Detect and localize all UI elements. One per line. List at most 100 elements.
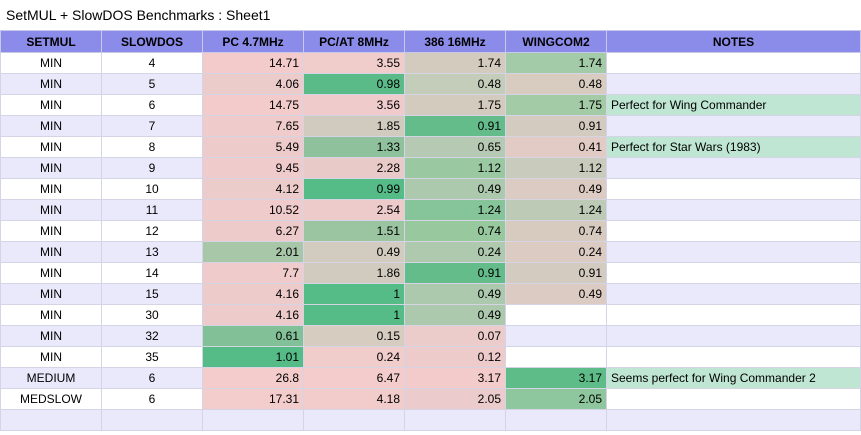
cell-pc-4-7mhz[interactable]: 6.27 bbox=[202, 220, 304, 242]
cell-pc-at-8mhz[interactable]: 1.85 bbox=[303, 115, 405, 137]
cell-386-16mhz[interactable]: 0.07 bbox=[404, 325, 506, 347]
cell-slowdos[interactable]: 4 bbox=[101, 52, 203, 74]
cell-setmul[interactable]: MIN bbox=[0, 94, 102, 116]
cell-pc-4-7mhz[interactable]: 1.01 bbox=[202, 346, 304, 368]
cell-notes[interactable]: Seems perfect for Wing Commander 2 bbox=[606, 367, 861, 389]
cell-pc-at-8mhz[interactable]: 2.54 bbox=[303, 199, 405, 221]
cell-wingcom2[interactable]: 0.48 bbox=[505, 73, 607, 95]
cell-pc-at-8mhz[interactable]: 1.33 bbox=[303, 136, 405, 158]
column-header-notes[interactable]: NOTES bbox=[606, 30, 861, 53]
cell-pc-at-8mhz[interactable]: 1 bbox=[303, 304, 405, 326]
cell-wingcom2[interactable]: 0.41 bbox=[505, 136, 607, 158]
cell-setmul[interactable]: MEDIUM bbox=[0, 367, 102, 389]
cell-pc-4-7mhz[interactable]: 4.16 bbox=[202, 304, 304, 326]
column-header-pc-at-8mhz[interactable]: PC/AT 8MHz bbox=[303, 30, 405, 53]
cell-setmul[interactable]: MIN bbox=[0, 220, 102, 242]
cell-setmul[interactable]: MIN bbox=[0, 304, 102, 326]
cell-wingcom2[interactable]: 0.49 bbox=[505, 283, 607, 305]
cell-pc-4-7mhz[interactable]: 4.16 bbox=[202, 283, 304, 305]
cell-pc-at-8mhz[interactable]: 0.49 bbox=[303, 241, 405, 263]
cell-386-16mhz[interactable]: 1.75 bbox=[404, 94, 506, 116]
cell-386-16mhz[interactable]: 0.91 bbox=[404, 115, 506, 137]
cell-notes[interactable]: Perfect for Star Wars (1983) bbox=[606, 136, 861, 158]
cell-pc-at-8mhz[interactable]: 3.56 bbox=[303, 94, 405, 116]
cell-notes[interactable] bbox=[606, 262, 861, 284]
cell-pc-at-8mhz[interactable]: 0.24 bbox=[303, 346, 405, 368]
cell-pc-4-7mhz[interactable]: 7.65 bbox=[202, 115, 304, 137]
cell-setmul[interactable]: MIN bbox=[0, 178, 102, 200]
cell-notes[interactable] bbox=[606, 283, 861, 305]
cell-setmul[interactable]: MIN bbox=[0, 115, 102, 137]
cell-386-16mhz[interactable] bbox=[404, 409, 506, 431]
cell-pc-4-7mhz[interactable]: 17.31 bbox=[202, 388, 304, 410]
cell-slowdos[interactable]: 11 bbox=[101, 199, 203, 221]
cell-386-16mhz[interactable]: 1.74 bbox=[404, 52, 506, 74]
cell-slowdos[interactable]: 30 bbox=[101, 304, 203, 326]
cell-setmul[interactable]: MIN bbox=[0, 325, 102, 347]
cell-setmul[interactable]: MIN bbox=[0, 241, 102, 263]
cell-wingcom2[interactable]: 0.49 bbox=[505, 178, 607, 200]
cell-pc-4-7mhz[interactable]: 14.75 bbox=[202, 94, 304, 116]
cell-slowdos[interactable]: 7 bbox=[101, 115, 203, 137]
cell-pc-4-7mhz[interactable]: 4.06 bbox=[202, 73, 304, 95]
cell-pc-4-7mhz[interactable]: 9.45 bbox=[202, 157, 304, 179]
cell-setmul[interactable]: MIN bbox=[0, 136, 102, 158]
cell-notes[interactable] bbox=[606, 178, 861, 200]
cell-wingcom2[interactable]: 3.17 bbox=[505, 367, 607, 389]
cell-notes[interactable] bbox=[606, 409, 861, 431]
column-header-setmul[interactable]: SETMUL bbox=[0, 30, 102, 53]
cell-notes[interactable] bbox=[606, 220, 861, 242]
cell-notes[interactable] bbox=[606, 52, 861, 74]
cell-slowdos[interactable]: 32 bbox=[101, 325, 203, 347]
cell-wingcom2[interactable] bbox=[505, 409, 607, 431]
cell-pc-4-7mhz[interactable] bbox=[202, 409, 304, 431]
cell-386-16mhz[interactable]: 0.12 bbox=[404, 346, 506, 368]
cell-notes[interactable] bbox=[606, 73, 861, 95]
cell-setmul[interactable]: MIN bbox=[0, 346, 102, 368]
cell-pc-4-7mhz[interactable]: 10.52 bbox=[202, 199, 304, 221]
cell-slowdos[interactable]: 15 bbox=[101, 283, 203, 305]
cell-slowdos[interactable]: 6 bbox=[101, 388, 203, 410]
cell-wingcom2[interactable]: 2.05 bbox=[505, 388, 607, 410]
cell-notes[interactable] bbox=[606, 304, 861, 326]
cell-pc-4-7mhz[interactable]: 0.61 bbox=[202, 325, 304, 347]
cell-pc-at-8mhz[interactable]: 0.15 bbox=[303, 325, 405, 347]
cell-slowdos[interactable]: 14 bbox=[101, 262, 203, 284]
cell-notes[interactable]: Perfect for Wing Commander bbox=[606, 94, 861, 116]
cell-setmul[interactable]: MIN bbox=[0, 283, 102, 305]
cell-setmul[interactable]: MIN bbox=[0, 262, 102, 284]
cell-wingcom2[interactable] bbox=[505, 304, 607, 326]
cell-pc-4-7mhz[interactable]: 26.8 bbox=[202, 367, 304, 389]
cell-pc-4-7mhz[interactable]: 14.71 bbox=[202, 52, 304, 74]
cell-pc-at-8mhz[interactable] bbox=[303, 409, 405, 431]
cell-slowdos[interactable]: 9 bbox=[101, 157, 203, 179]
cell-wingcom2[interactable] bbox=[505, 346, 607, 368]
cell-setmul[interactable]: MEDSLOW bbox=[0, 388, 102, 410]
cell-pc-at-8mhz[interactable]: 1.86 bbox=[303, 262, 405, 284]
cell-wingcom2[interactable] bbox=[505, 325, 607, 347]
cell-386-16mhz[interactable]: 0.49 bbox=[404, 178, 506, 200]
column-header-386-16mhz[interactable]: 386 16MHz bbox=[404, 30, 506, 53]
cell-386-16mhz[interactable]: 0.65 bbox=[404, 136, 506, 158]
cell-pc-at-8mhz[interactable]: 4.18 bbox=[303, 388, 405, 410]
cell-slowdos[interactable]: 5 bbox=[101, 73, 203, 95]
cell-notes[interactable] bbox=[606, 241, 861, 263]
cell-pc-4-7mhz[interactable]: 7.7 bbox=[202, 262, 304, 284]
cell-setmul[interactable]: MIN bbox=[0, 199, 102, 221]
column-header-wingcom2[interactable]: WINGCOM2 bbox=[505, 30, 607, 53]
cell-slowdos[interactable]: 6 bbox=[101, 94, 203, 116]
cell-notes[interactable] bbox=[606, 388, 861, 410]
cell-wingcom2[interactable]: 1.12 bbox=[505, 157, 607, 179]
cell-386-16mhz[interactable]: 0.49 bbox=[404, 283, 506, 305]
cell-386-16mhz[interactable]: 0.24 bbox=[404, 241, 506, 263]
cell-wingcom2[interactable]: 0.24 bbox=[505, 241, 607, 263]
cell-386-16mhz[interactable]: 0.49 bbox=[404, 304, 506, 326]
cell-pc-at-8mhz[interactable]: 0.98 bbox=[303, 73, 405, 95]
cell-setmul[interactable] bbox=[0, 409, 102, 431]
cell-386-16mhz[interactable]: 2.05 bbox=[404, 388, 506, 410]
cell-pc-4-7mhz[interactable]: 4.12 bbox=[202, 178, 304, 200]
cell-386-16mhz[interactable]: 0.48 bbox=[404, 73, 506, 95]
cell-slowdos[interactable]: 13 bbox=[101, 241, 203, 263]
cell-slowdos[interactable]: 35 bbox=[101, 346, 203, 368]
cell-wingcom2[interactable]: 1.74 bbox=[505, 52, 607, 74]
